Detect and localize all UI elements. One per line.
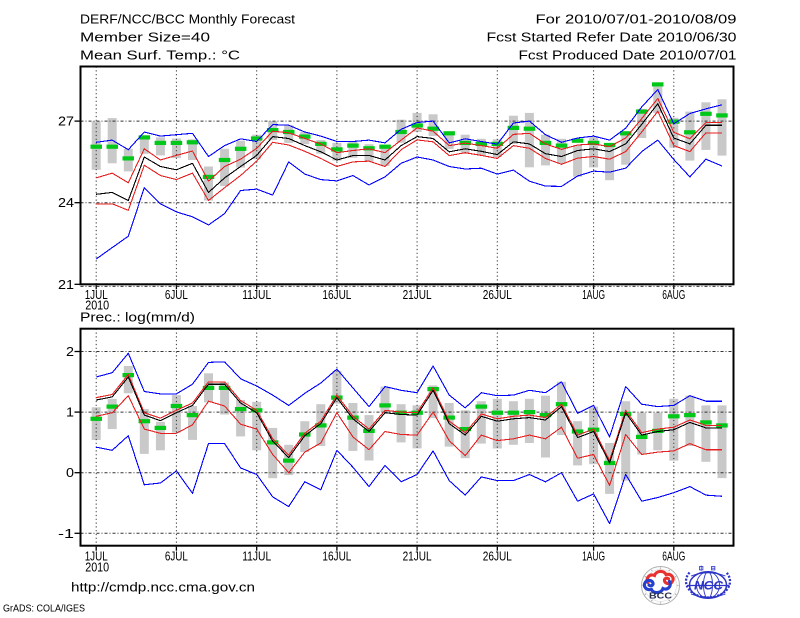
svg-text:24: 24: [58, 195, 74, 210]
svg-text:1: 1: [66, 405, 74, 420]
svg-text:Mean Surf. Temp.: °C: Mean Surf. Temp.: °C: [80, 48, 240, 63]
svg-text:BCC: BCC: [649, 591, 672, 601]
svg-text:2: 2: [66, 344, 74, 359]
svg-text:1AUG: 1AUG: [582, 288, 605, 302]
svg-text:Fcst Started Refer Date 2010/0: Fcst Started Refer Date 2010/06/30: [487, 30, 737, 45]
svg-text:11JUL: 11JUL: [242, 550, 271, 564]
svg-text:For 2010/07/01-2010/08/09: For 2010/07/01-2010/08/09: [536, 12, 737, 27]
svg-text:NCC: NCC: [694, 581, 724, 593]
svg-text:21JUL: 21JUL: [403, 550, 432, 564]
svg-text:1JUL: 1JUL: [85, 550, 108, 564]
svg-text:6AUG: 6AUG: [662, 550, 685, 564]
svg-text:Member Size=40: Member Size=40: [80, 30, 210, 45]
svg-text:26JUL: 26JUL: [483, 550, 512, 564]
svg-text:2010: 2010: [85, 561, 109, 575]
svg-text:-1: -1: [58, 526, 74, 541]
svg-text:2010: 2010: [85, 299, 109, 313]
svg-text:21: 21: [58, 277, 74, 292]
svg-text:27: 27: [58, 114, 74, 129]
svg-text:1JUL: 1JUL: [85, 288, 108, 302]
svg-text:Prec.: log(mm/d): Prec.: log(mm/d): [80, 310, 195, 325]
svg-text:http://cmdp.ncc.cma.gov.cn: http://cmdp.ncc.cma.gov.cn: [71, 580, 255, 595]
svg-text:6JUL: 6JUL: [165, 550, 188, 564]
svg-text:0: 0: [66, 465, 74, 480]
svg-text:21JUL: 21JUL: [403, 288, 432, 302]
svg-text:1AUG: 1AUG: [582, 550, 605, 564]
svg-text:26JUL: 26JUL: [483, 288, 512, 302]
svg-text:GrADS: COLA/IGES: GrADS: COLA/IGES: [3, 604, 85, 615]
svg-text:6JUL: 6JUL: [165, 288, 188, 302]
svg-text:11JUL: 11JUL: [242, 288, 271, 302]
svg-text:6AUG: 6AUG: [662, 288, 685, 302]
svg-text:16JUL: 16JUL: [322, 550, 351, 564]
svg-text:DERF/NCC/BCC Monthly Forecast: DERF/NCC/BCC Monthly Forecast: [80, 12, 295, 27]
svg-text:Fcst Produced Date 2010/07/01: Fcst Produced Date 2010/07/01: [519, 48, 737, 63]
svg-text:16JUL: 16JUL: [322, 288, 351, 302]
